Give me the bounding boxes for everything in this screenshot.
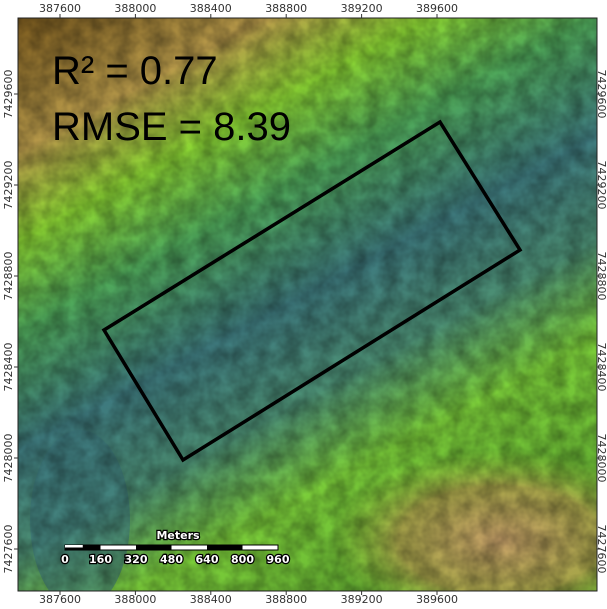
scale-segment bbox=[207, 545, 243, 550]
map-figure: R² = 0.77 RMSE = 8.39 Meters 0 160 320 480 6… bbox=[0, 0, 607, 609]
x-tick-label: 388000 bbox=[114, 2, 156, 15]
scale-label: 0 bbox=[61, 553, 69, 566]
x-tick-label: 387600 bbox=[39, 2, 81, 15]
scale-segment bbox=[65, 545, 83, 548]
x-tick-label: 388800 bbox=[265, 2, 307, 15]
scale-label: 960 bbox=[267, 553, 290, 566]
scale-label: 320 bbox=[125, 553, 148, 566]
scale-label: 160 bbox=[89, 553, 112, 566]
scale-label: 480 bbox=[160, 553, 183, 566]
y-tick-label: 7429600 bbox=[2, 70, 15, 119]
scale-title: Meters bbox=[156, 529, 200, 542]
x-tick-label: 389600 bbox=[416, 2, 458, 15]
x-tick-label: 388400 bbox=[190, 2, 232, 15]
y-tick-label: 7428000 bbox=[2, 434, 15, 483]
scale-segment bbox=[136, 545, 172, 550]
y-tick-label: 7427600 bbox=[2, 525, 15, 574]
y-tick-label: 7429200 bbox=[2, 161, 15, 210]
y-tick-label: 7428800 bbox=[2, 252, 15, 301]
rmse: RMSE = 8.39 bbox=[52, 105, 291, 149]
scale-label: 800 bbox=[231, 553, 254, 566]
r-squared: R² = 0.77 bbox=[52, 49, 218, 93]
x-tick-label: 389200 bbox=[341, 2, 383, 15]
scale-label: 640 bbox=[196, 553, 219, 566]
y-tick-label: 7428400 bbox=[2, 343, 15, 392]
